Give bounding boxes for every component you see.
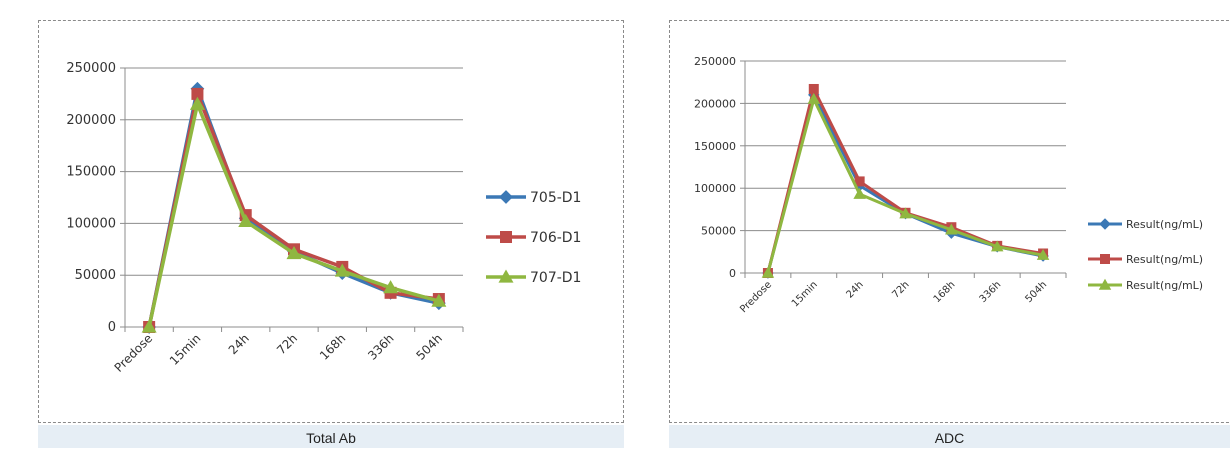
caption-total-ab: Total Ab (38, 425, 624, 448)
x-tick-label: 168h (932, 279, 958, 305)
y-tick-label: 50000 (701, 225, 736, 238)
x-tick-label: 15min (790, 279, 820, 309)
total-ab-chart: 0 50000 100000 150000 200000 250000 Predose 15m… (39, 21, 625, 424)
x-tick-label: Predose (738, 279, 774, 315)
y-tick-label: 0 (108, 320, 116, 335)
y-tick-label: 100000 (694, 182, 736, 195)
x-tick-label: 336h (978, 279, 1004, 305)
x-tick-label: 72h (274, 331, 300, 357)
x-tick-label: 168h (317, 331, 348, 362)
x-tick-label: 504h (414, 331, 445, 362)
legend-label: 707-D1 (530, 270, 581, 286)
legend-marker (1099, 218, 1111, 230)
legend-marker (1100, 254, 1110, 264)
x-tick-label: 24h (226, 331, 252, 357)
legend-marker (500, 231, 512, 243)
y-tick-label: 250000 (694, 55, 736, 68)
y-tick-label: 250000 (66, 61, 116, 76)
adc-chart: 0 50000 100000 150000 200000 250000 Predose 15m… (670, 21, 1230, 424)
x-tick-label: Predose (112, 331, 156, 375)
x-tick-label: 504h (1023, 279, 1049, 305)
x-tick-label: 24h (845, 279, 866, 300)
chart-panel-adc: 0 50000 100000 150000 200000 250000 Predose 15m… (669, 20, 1230, 423)
chart-panel-total-ab: 0 50000 100000 150000 200000 250000 Predose 15m… (38, 20, 624, 423)
legend-label: 706-D1 (530, 230, 581, 246)
legend-label: Result(ng/mL) (1126, 253, 1203, 266)
y-tick-label: 200000 (694, 97, 736, 110)
y-tick-label: 200000 (66, 113, 116, 128)
legend-label: Result(ng/mL) (1126, 279, 1203, 292)
data-point (809, 84, 819, 94)
y-tick-label: 150000 (66, 165, 116, 180)
series-line (768, 99, 1043, 273)
legend-label: 705-D1 (530, 190, 581, 206)
caption-adc: ADC (669, 425, 1230, 448)
x-tick-label: 336h (365, 331, 396, 362)
y-tick-label: 0 (729, 267, 736, 280)
y-tick-label: 100000 (66, 216, 116, 231)
y-tick-label: 150000 (694, 140, 736, 153)
x-tick-label: 72h (890, 279, 911, 300)
x-tick-label: 15min (167, 331, 204, 368)
legend-marker (499, 190, 513, 204)
legend-label: Result(ng/mL) (1126, 218, 1203, 231)
y-tick-label: 50000 (75, 268, 116, 283)
